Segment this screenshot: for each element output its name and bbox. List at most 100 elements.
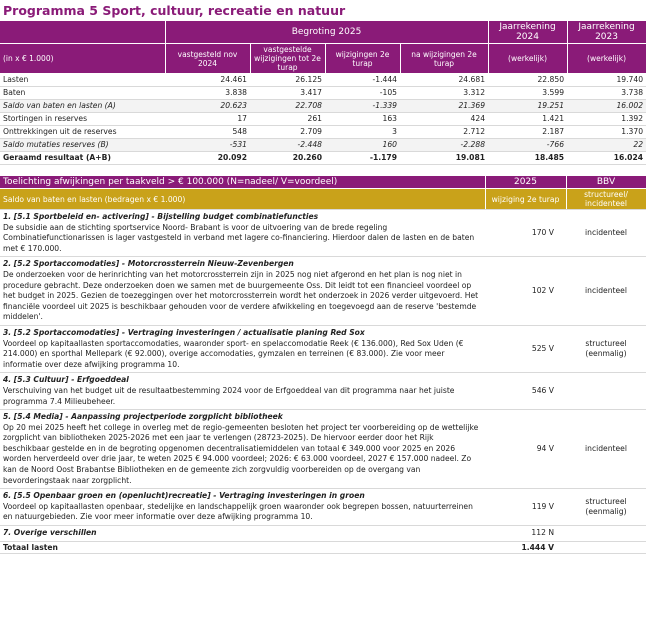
amount-cell: 3.738: [567, 86, 646, 100]
deviation-table: Toelichting afwijkingen per taakveld > €…: [0, 176, 646, 554]
group-header: [0, 21, 166, 44]
amount-cell: 1.392: [567, 112, 646, 126]
row-label: Onttrekkingen uit de reserves: [0, 125, 165, 139]
column-header: vastgestelde wijzigingen tot 2e turap: [250, 43, 326, 74]
amount-cell: 2.709: [250, 125, 325, 139]
budget-row: Baten 3.838 3.417 -105 3.312 3.599 3.738: [0, 86, 646, 100]
deviation-header: 2025: [485, 176, 567, 189]
amount-cell: 20.092: [165, 151, 250, 165]
amount-cell: 20.623: [165, 99, 250, 113]
item-title: 4. [5.3 Cultuur] - Erfgoeddeal: [3, 375, 129, 385]
amount-cell: 163: [325, 112, 400, 126]
deviation-header: BBV: [566, 176, 646, 189]
amount-cell: -531: [165, 138, 250, 152]
amount-cell: 548: [165, 125, 250, 139]
item-bbv: incidenteel: [566, 256, 646, 326]
amount-cell: 3: [325, 125, 400, 139]
deviation-item: 3. [5.2 Sportaccomodaties] - Vertraging …: [0, 325, 646, 374]
amount-cell: 3.838: [165, 86, 250, 100]
amount-cell: 3.312: [400, 86, 489, 100]
item-title: 5. [5.4 Media] - Aanpassing projectperio…: [3, 412, 283, 422]
amount-cell: -1.444: [325, 73, 400, 87]
item-amount: 94 V: [485, 409, 566, 490]
amount-cell: -2.288: [400, 138, 489, 152]
amount-cell: 160: [325, 138, 400, 152]
row-label: Baten: [0, 86, 165, 100]
row-label: Geraamd resultaat (A+B): [0, 151, 165, 165]
amount-cell: 19.740: [567, 73, 646, 87]
total-row: Totaal lasten 1.444 V: [0, 540, 646, 554]
item-amount: 119 V: [485, 488, 566, 527]
item-bbv: [566, 525, 646, 542]
amount-cell: 2.187: [488, 125, 568, 139]
budget-row: Onttrekkingen uit de reserves 548 2.709 3 2.…: [0, 125, 646, 139]
column-header: vastgesteld nov 2024: [165, 43, 251, 74]
item-bbv: [566, 372, 646, 411]
budget-row: Lasten 24.461 26.125 -1.444 24.681 22.850 19.7…: [0, 73, 646, 87]
item-text: Voordeel op kapitaallasten sportaccomoda…: [3, 338, 464, 369]
row-label: Lasten: [0, 73, 165, 87]
amount-cell: 261: [250, 112, 325, 126]
group-header: Begroting 2025: [165, 21, 489, 44]
amount-cell: 24.681: [400, 73, 489, 87]
amount-cell: 19.251: [488, 99, 568, 113]
item-text: Verschuiving van het budget uit de resul…: [3, 385, 455, 406]
amount-cell: 22.850: [488, 73, 568, 87]
item-bbv: incidenteel: [566, 209, 646, 258]
item-description: 6. [5.5 Openbaar groen en (openlucht)rec…: [0, 488, 485, 527]
item-amount: 102 V: [485, 256, 566, 326]
deviation-subheader: structureel/ incidenteel: [566, 188, 646, 210]
deviation-item: 5. [5.4 Media] - Aanpassing projectperio…: [0, 409, 646, 490]
total-amount: 1.444 V: [485, 540, 566, 554]
amount-cell: 3.417: [250, 86, 325, 100]
column-header-row: (in x € 1.000) vastgesteld nov 2024 vastge…: [0, 43, 646, 74]
amount-cell: 2.712: [400, 125, 489, 139]
item-description: 1. [5.1 Sportbeleid en- activering] - Bi…: [0, 209, 485, 258]
amount-cell: 1.370: [567, 125, 646, 139]
deviation-item: 4. [5.3 Cultuur] - Erfgoeddeal Verschuivi…: [0, 372, 646, 411]
row-label: Saldo mutaties reserves (B): [0, 138, 165, 152]
item-text: Voordeel op kapitaallasten openbaar, ste…: [3, 501, 473, 522]
item-description: 7. Overige verschillen: [0, 525, 485, 542]
item-description: 3. [5.2 Sportaccomodaties] - Vertraging …: [0, 325, 485, 374]
item-description: 4. [5.3 Cultuur] - Erfgoeddeal Verschuivi…: [0, 372, 485, 411]
deviation-subheader: Saldo van baten en lasten (bedragen x € …: [0, 188, 486, 210]
group-header: Jaarrekening 2023: [567, 21, 646, 44]
page-title: Programma 5 Sport, cultuur, recreatie en…: [3, 3, 346, 18]
column-header: (werkelijk): [567, 43, 646, 74]
amount-cell: -1.179: [325, 151, 400, 165]
deviation-rows: 1. [5.1 Sportbeleid en- activering] - Bi…: [0, 209, 646, 554]
item-text: De onderzoeken voor de herinrichting van…: [3, 269, 479, 322]
budget-table: Begroting 2025 Jaarrekening 2024 Jaarrek…: [0, 21, 646, 165]
amount-cell: 21.369: [400, 99, 489, 113]
amount-cell: 1.421: [488, 112, 568, 126]
amount-cell: 26.125: [250, 73, 325, 87]
item-text: De subsidie aan de stichting sportservic…: [3, 222, 475, 253]
budget-row: Stortingen in reserves 17 261 163 424 1.421 1.…: [0, 112, 646, 126]
item-title: 3. [5.2 Sportaccomodaties] - Vertraging …: [3, 327, 365, 337]
amount-cell: -2.448: [250, 138, 325, 152]
group-header-row: Begroting 2025 Jaarrekening 2024 Jaarrek…: [0, 21, 646, 44]
amount-cell: 16.024: [567, 151, 646, 165]
amount-cell: 24.461: [165, 73, 250, 87]
item-bbv: incidenteel: [566, 409, 646, 490]
item-amount: 170 V: [485, 209, 566, 258]
amount-cell: 424: [400, 112, 489, 126]
budget-row: Saldo van baten en lasten (A) 20.623 22.70…: [0, 99, 646, 113]
total-bbv: [566, 540, 646, 554]
deviation-subheader: wijziging 2e turap: [485, 188, 567, 210]
amount-cell: 18.485: [488, 151, 568, 165]
item-title: 7. Overige verschillen: [3, 528, 97, 538]
group-header: Jaarrekening 2024: [488, 21, 568, 44]
amount-cell: -1.339: [325, 99, 400, 113]
item-amount: 546 V: [485, 372, 566, 411]
amount-cell: -766: [488, 138, 568, 152]
amount-cell: -105: [325, 86, 400, 100]
budget-row: Geraamd resultaat (A+B) 20.092 20.260 -1.17…: [0, 151, 646, 165]
column-header: (werkelijk): [488, 43, 568, 74]
deviation-header: Toelichting afwijkingen per taakveld > €…: [0, 176, 486, 189]
total-label: Totaal lasten: [0, 540, 485, 554]
column-header: wijzigingen 2e turap: [325, 43, 401, 74]
amount-cell: 16.002: [567, 99, 646, 113]
